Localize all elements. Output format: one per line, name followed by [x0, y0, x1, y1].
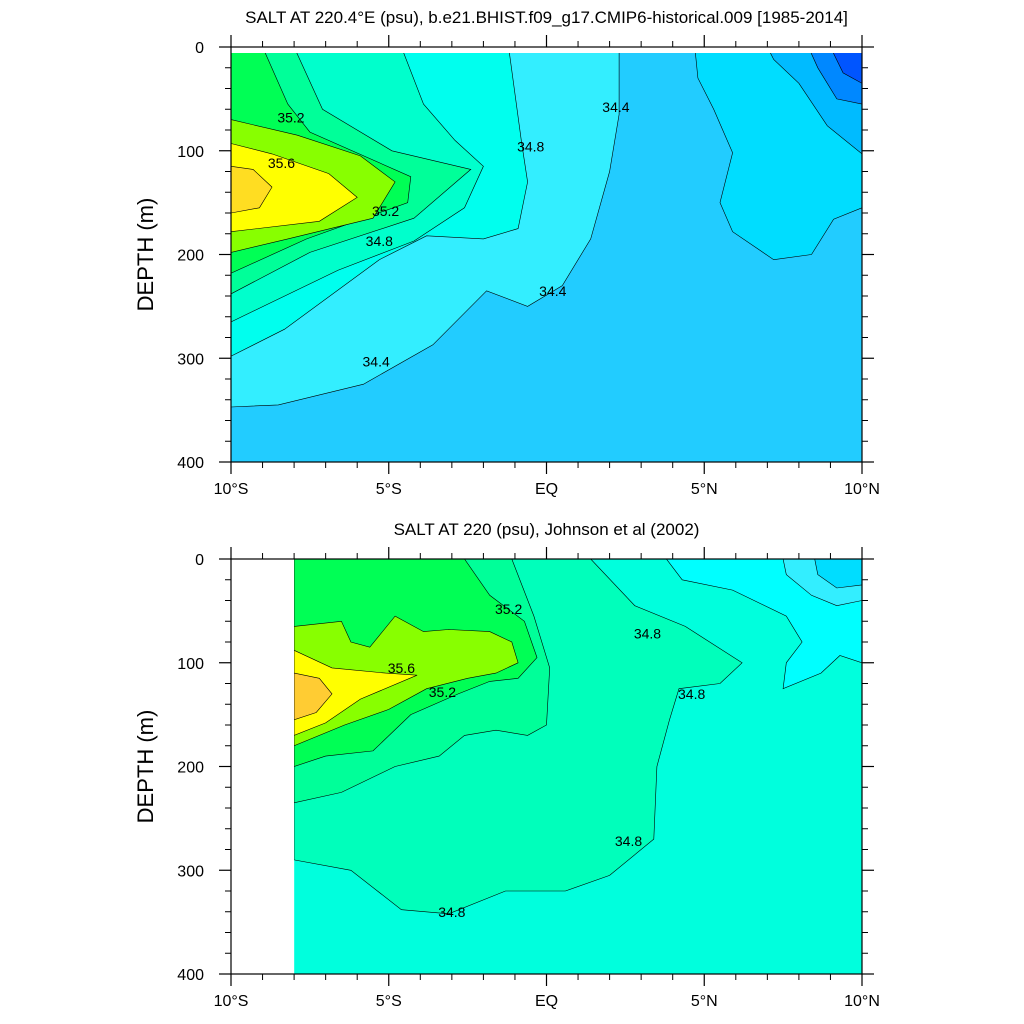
y-tick-label: 400: [177, 455, 204, 472]
contour-label: 34.4: [363, 353, 390, 369]
x-tick-label: EQ: [535, 481, 558, 498]
x-tick-label: 5°S: [376, 993, 402, 1010]
contour-region-4: [833, 53, 862, 84]
panel-model: 0 100 200 300 400 10°S 5°S EQ 5°N 10°N SALT AT 220…: [133, 8, 880, 498]
contour-label: 34.8: [678, 686, 705, 702]
contour-label: 35.6: [388, 660, 415, 676]
contour-fills: [231, 53, 862, 462]
y-axis-title: DEPTH (m): [133, 710, 158, 824]
contour-label: 34.4: [539, 283, 566, 299]
contour-label: 35.2: [429, 684, 456, 700]
y-tick-label: 400: [177, 967, 204, 984]
x-tick-label: EQ: [535, 993, 558, 1010]
x-tick-label: 10°S: [214, 993, 249, 1010]
contour-label: 35.2: [372, 203, 399, 219]
contour-region-8: [294, 649, 418, 736]
x-tick-label: 5°N: [691, 993, 718, 1010]
y-tick-label: 100: [177, 656, 204, 673]
y-tick-label: 100: [177, 144, 204, 161]
contour-label: 34.8: [366, 233, 393, 249]
x-tick-label: 10°N: [844, 481, 880, 498]
contour-label: 35.2: [495, 601, 522, 617]
y-tick-label: 300: [177, 863, 204, 880]
x-tick-label: 5°N: [691, 481, 718, 498]
contour-label: 34.8: [615, 833, 642, 849]
contour-region-12: [231, 165, 273, 214]
contour-region-11: [231, 143, 358, 233]
y-tick-label: 0: [195, 552, 204, 569]
y-tick-label: 200: [177, 760, 204, 777]
x-tick-label: 10°S: [214, 481, 249, 498]
contour-label: 34.8: [438, 904, 465, 920]
contour-label: 35.6: [268, 155, 295, 171]
contour-label: 35.2: [277, 110, 304, 126]
y-tick-label: 200: [177, 248, 204, 265]
x-tick-label: 10°N: [844, 993, 880, 1010]
contour-region-7: [294, 615, 519, 747]
panel-observations: 0 100 200 300 400 10°S 5°S EQ 5°N 10°N SALT AT 220…: [133, 520, 880, 1010]
contour-region-4: [814, 559, 863, 589]
y-tick-label: 300: [177, 351, 204, 368]
y-tick-label: 0: [195, 40, 204, 57]
contour-fills: [294, 559, 863, 974]
y-axis-title: DEPTH (m): [133, 198, 158, 312]
contour-label: 34.8: [634, 626, 661, 642]
chart-title: SALT AT 220 (psu), Johnson et al (2002): [394, 520, 700, 539]
contour-label: 34.8: [517, 139, 544, 155]
chart-title: SALT AT 220.4°E (psu), b.e21.BHIST.f09_g…: [245, 8, 848, 27]
contour-label: 34.4: [602, 99, 629, 115]
x-tick-label: 5°S: [376, 481, 402, 498]
contour-region-9: [294, 672, 333, 721]
